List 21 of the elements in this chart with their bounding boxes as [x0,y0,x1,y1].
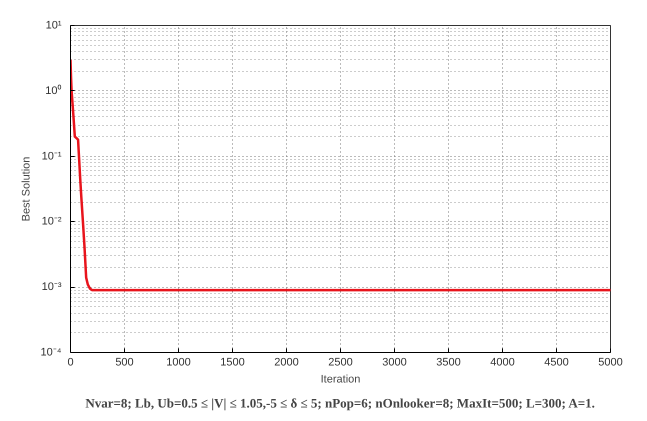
x-tick-label: 2000 [274,356,299,368]
x-tick-label: 0 [67,356,74,368]
y-tick-label: 10⁻³ [42,281,62,294]
y-axis-title: Best Solution [20,156,33,222]
x-tick-label: 1500 [220,356,245,368]
x-tick-label: 5000 [598,356,623,368]
x-tick-label: 500 [115,356,134,368]
line-series [70,58,610,292]
x-tick-label: 4000 [490,356,515,368]
y-tick-label: 10⁻² [42,216,62,228]
x-tick-label: 2500 [328,356,353,368]
x-tick-label: 4500 [544,356,569,368]
y-tick-label: 10⁻⁴ [40,346,62,358]
y-tick-label: 10⁻¹ [42,150,62,162]
x-tick-label: 3000 [382,356,407,368]
x-tick-label: 1000 [166,356,191,368]
y-tick-label: 10⁰ [45,84,62,97]
x-axis-title: Iteration [320,374,360,386]
y-tick-label: 10¹ [46,20,62,32]
text: Nvar=8; Lb, Ub=0.5 ≤ |V| ≤ 1.05,-5 ≤ δ ≤ 5; nPop=6; nOnlooker=8; MaxIt=500; L=300; A=1. [85,396,595,410]
x-tick-label: 3500 [436,356,461,368]
